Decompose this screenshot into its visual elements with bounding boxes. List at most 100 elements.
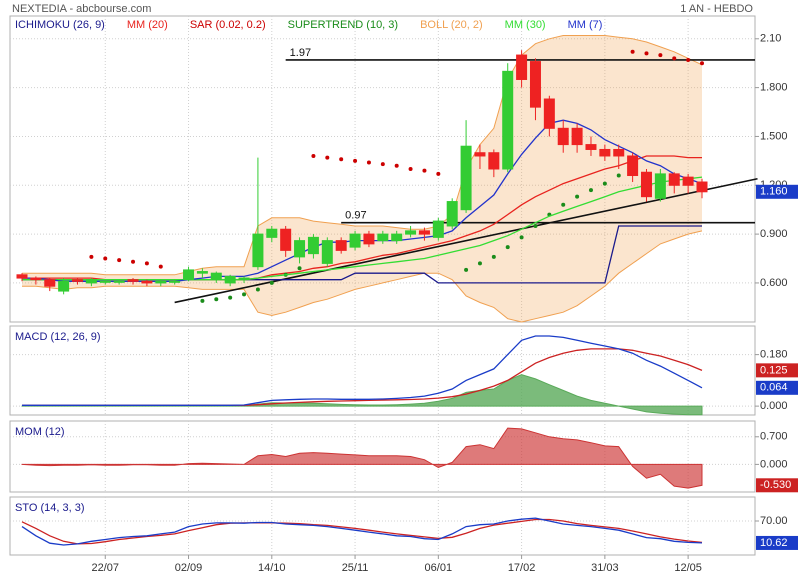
dot	[228, 295, 233, 300]
dot	[144, 261, 149, 266]
y-tick-label: 0.000	[760, 458, 788, 470]
candle-body	[294, 240, 306, 258]
legend-entry: SAR (0.02, 0.2)	[190, 19, 266, 31]
dot	[242, 292, 247, 297]
candle-body	[405, 230, 417, 235]
dot	[436, 171, 441, 176]
dot	[366, 160, 371, 165]
dot	[408, 167, 413, 171]
legend-entry: MM (7)	[568, 19, 603, 31]
panel-frame	[9, 15, 756, 323]
dot	[630, 49, 635, 54]
candle-body	[321, 240, 333, 264]
dot	[672, 56, 677, 61]
y-tick-label: 1.500	[760, 130, 788, 142]
candle-body	[543, 98, 555, 129]
horizontal-line-label: 0.97	[345, 210, 366, 222]
dot	[200, 298, 205, 303]
dot	[380, 162, 385, 167]
candle-body	[488, 152, 500, 170]
legend-entry: BOLL (20, 2)	[420, 19, 483, 31]
candle-body	[571, 127, 583, 146]
legend-entry: ICHIMOKU (26, 9)	[15, 19, 105, 31]
legend-entry: MM (20)	[127, 19, 168, 31]
dot	[519, 235, 524, 240]
candle-body	[529, 61, 541, 108]
dot	[464, 267, 469, 272]
candle-body	[668, 173, 680, 186]
candle-body	[585, 144, 597, 150]
candle-body	[307, 236, 319, 255]
y-tick-label: 0.700	[760, 431, 788, 443]
x-tick-label: 14/10	[258, 562, 286, 574]
candle-body	[613, 148, 625, 157]
candle-body	[113, 280, 125, 283]
panel-title: STO (14, 3, 3)	[15, 502, 85, 514]
histogram-area	[21, 374, 703, 416]
last-value-label: -0.530	[760, 479, 791, 491]
dot	[353, 158, 358, 163]
last-value-label: 10.62	[760, 537, 788, 549]
candle-body	[682, 176, 694, 186]
dot	[505, 245, 510, 250]
candle-body	[627, 155, 639, 177]
panel-title: MOM (12)	[15, 426, 65, 438]
last-value-label: 0.125	[760, 364, 788, 376]
y-tick-label: 70.00	[760, 515, 788, 527]
horizontal-line-label: 1.97	[290, 47, 311, 59]
line	[22, 335, 703, 406]
candle-body	[155, 280, 167, 284]
candle-body	[640, 171, 652, 198]
last-value-box	[756, 184, 798, 199]
last-value-label: 1.160	[760, 186, 788, 198]
last-value-label: 0.064	[760, 382, 788, 394]
dot	[89, 254, 94, 259]
candle-body	[335, 240, 347, 251]
dot	[394, 163, 399, 168]
y-tick-label: 0.000	[760, 400, 788, 412]
dot	[658, 53, 663, 58]
y-tick-label: 0.600	[760, 277, 788, 289]
dot	[103, 256, 108, 261]
dot	[533, 223, 538, 228]
x-tick-label: 12/05	[674, 562, 702, 574]
dot	[297, 266, 302, 271]
dot	[491, 254, 496, 259]
candle-body	[460, 145, 472, 211]
dot	[686, 57, 691, 62]
dot	[477, 261, 482, 266]
period: 1 AN - HEBDO	[680, 3, 753, 15]
candle-body	[502, 70, 514, 170]
line	[21, 518, 703, 545]
dot	[616, 173, 621, 178]
last-value-box	[756, 363, 798, 378]
panel-frame	[9, 496, 756, 556]
line	[21, 517, 703, 546]
dot	[561, 202, 566, 207]
dot	[588, 188, 593, 193]
dot	[311, 153, 316, 158]
dot	[422, 168, 427, 173]
candle-body	[30, 277, 42, 281]
last-value-box	[756, 380, 798, 395]
x-tick-label: 17/02	[508, 562, 536, 574]
x-tick-label: 31/03	[591, 562, 619, 574]
candle-body	[141, 280, 153, 284]
dot	[325, 155, 330, 160]
legend-entry: SUPERTREND (10, 3)	[288, 19, 398, 31]
candle-body	[224, 275, 236, 284]
panel-title: MACD (12, 26, 9)	[15, 331, 101, 343]
dot	[158, 264, 163, 269]
dot	[700, 61, 704, 66]
candle-body	[238, 277, 250, 281]
candle-body	[72, 279, 84, 282]
candle-body	[266, 228, 278, 238]
page-title: NEXTEDIA - abcbourse.com	[12, 3, 151, 15]
candle-body	[210, 272, 222, 281]
y-tick-label: 2.10	[760, 33, 781, 45]
x-tick-label: 02/09	[175, 562, 203, 574]
candle-body	[196, 271, 208, 274]
dot	[644, 51, 649, 56]
